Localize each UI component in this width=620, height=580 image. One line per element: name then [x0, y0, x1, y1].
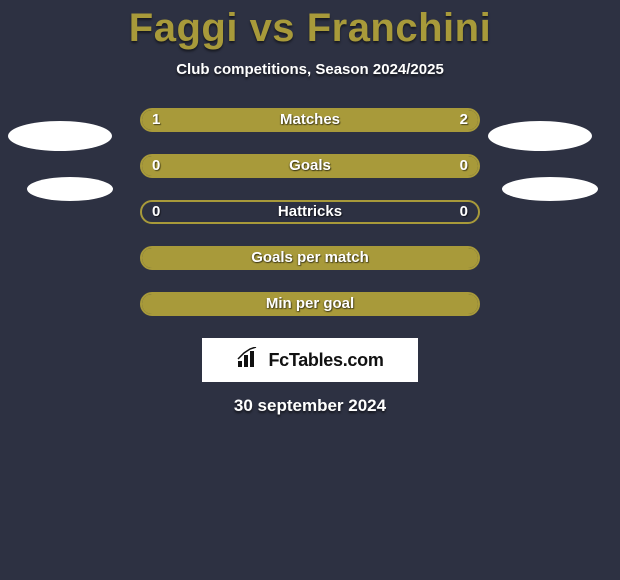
stat-row: Hattricks0 0 — [140, 200, 480, 224]
date-text: 30 september 2024 — [0, 396, 620, 416]
stat-value-right: 0 — [460, 202, 468, 222]
stat-value-left: 0 — [152, 156, 160, 176]
stat-value-right: 0 — [460, 156, 468, 176]
page-title: Faggi vs Franchini — [0, 0, 620, 51]
vs-text: vs — [250, 6, 296, 50]
stat-label: Hattricks — [142, 202, 478, 222]
logo-text: FcTables.com — [268, 350, 383, 371]
stat-value-left: 1 — [152, 110, 160, 130]
stat-label: Matches — [142, 110, 478, 130]
stat-row: Min per goal — [140, 292, 480, 316]
stat-row: Goals per match — [140, 246, 480, 270]
stat-row: Goals0 0 — [140, 154, 480, 178]
stat-value-right: 2 — [460, 110, 468, 130]
stat-label: Min per goal — [142, 294, 478, 314]
logo-box: FcTables.com — [202, 338, 418, 382]
bars-icon — [236, 347, 262, 374]
stat-label: Goals per match — [142, 248, 478, 268]
stat-row: Matches1 2 — [140, 108, 480, 132]
page-subtitle: Club competitions, Season 2024/2025 — [0, 61, 620, 78]
stat-value-left: 0 — [152, 202, 160, 222]
player-right-name: Franchini — [307, 6, 492, 50]
player-left-name: Faggi — [129, 6, 238, 50]
stat-label: Goals — [142, 156, 478, 176]
comparison-rows: Matches12Goals00Hattricks00Goals per mat… — [0, 108, 620, 316]
